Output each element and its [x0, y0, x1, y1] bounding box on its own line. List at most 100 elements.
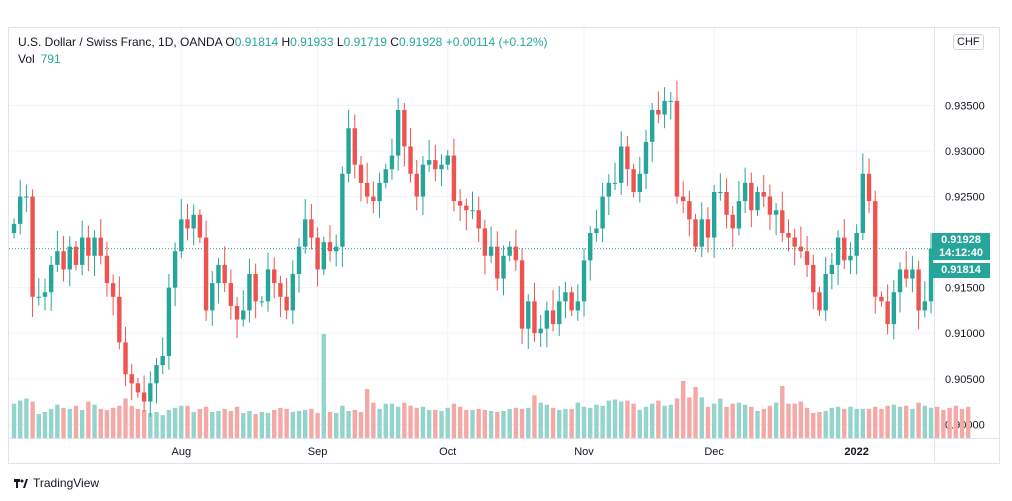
open-price-tag: 0.91814	[932, 263, 990, 278]
candle-body	[873, 201, 878, 297]
candle-body	[36, 296, 41, 298]
candle-body	[265, 269, 271, 302]
volume-bar	[216, 410, 221, 438]
candle-body	[736, 201, 742, 229]
candle-body	[891, 292, 897, 325]
volume-bar	[358, 412, 364, 438]
volume-bar	[340, 405, 345, 438]
candle-body	[253, 274, 258, 302]
candle-body	[526, 301, 531, 329]
volume-bar	[104, 409, 110, 438]
candle-body	[482, 228, 488, 256]
candle-body	[842, 237, 847, 261]
candle-body	[928, 248, 934, 302]
x-tick-label: Oct	[439, 446, 456, 458]
candle-body	[55, 251, 60, 265]
ohlc-legend: U.S. Dollar / Swiss Franc, 1D, OANDA O0.…	[18, 35, 548, 49]
volume-bar	[228, 410, 234, 438]
volume-bar	[135, 408, 141, 438]
candle-body	[885, 301, 890, 325]
volume-bar	[333, 413, 339, 438]
volume-bar	[643, 406, 649, 438]
close-value: 0.91928	[398, 35, 443, 49]
volume-bar	[693, 387, 698, 438]
volume-bar	[897, 406, 903, 438]
brand-name[interactable]: TradingView	[33, 476, 100, 490]
volume-bar	[680, 380, 686, 438]
high-value: 0.91933	[290, 35, 334, 49]
volume-bar	[563, 408, 568, 438]
candle-body	[606, 182, 612, 197]
volume-bar	[699, 397, 704, 438]
volume-label[interactable]: Vol	[18, 52, 35, 66]
candle-body	[303, 219, 308, 247]
volume-bar	[222, 408, 227, 438]
volume-bar	[408, 405, 413, 438]
volume-bar	[24, 398, 29, 438]
volume-bar	[631, 403, 636, 438]
volume-bar	[402, 402, 407, 438]
tradingview-logo-icon[interactable]	[14, 478, 28, 488]
candle-body	[619, 146, 624, 183]
volume-bar	[457, 406, 463, 438]
candle-body	[767, 196, 773, 215]
candle-body	[848, 255, 853, 261]
symbol-title[interactable]: U.S. Dollar / Swiss Franc, 1D, OANDA	[18, 35, 223, 49]
price-chart[interactable]: 0.900000.905000.910000.915000.920000.925…	[9, 28, 999, 463]
volume-bar	[73, 405, 79, 438]
volume-bar	[755, 410, 760, 438]
y-tick-label: 0.91500	[945, 283, 985, 295]
candle-body	[110, 283, 116, 297]
volume-bar	[123, 398, 128, 438]
x-tick-label: 2022	[844, 446, 868, 458]
candle-body	[600, 196, 605, 229]
volume-bar	[823, 410, 828, 438]
volume-bar	[835, 406, 841, 438]
candle-body	[501, 255, 506, 279]
candle-body	[364, 182, 370, 197]
volume-bar	[309, 408, 314, 438]
volume-bar	[767, 405, 773, 438]
volume-bar	[544, 404, 550, 438]
volume-bar	[879, 408, 884, 438]
volume-bar	[959, 408, 965, 438]
candle-body	[402, 110, 407, 147]
volume-bar	[98, 408, 103, 438]
volume-bar	[30, 401, 35, 438]
chart-frame[interactable]: 0.900000.905000.910000.915000.920000.925…	[8, 27, 1000, 464]
volume-bar	[965, 406, 971, 438]
candle-body	[408, 146, 413, 174]
volume-bar	[941, 409, 946, 438]
candle-body	[203, 237, 209, 311]
candle-body	[557, 301, 562, 325]
volume-bar	[637, 409, 642, 438]
volume-bar	[272, 409, 277, 438]
candle-body	[321, 242, 326, 270]
volume-bar	[179, 405, 184, 438]
candle-body	[532, 301, 537, 334]
volume-bar	[129, 405, 134, 438]
candle-body	[160, 356, 165, 366]
candle-body	[798, 246, 804, 252]
volume-bar	[588, 407, 593, 438]
volume-bar	[612, 399, 618, 438]
volume-bar	[321, 334, 326, 438]
volume-bar	[290, 412, 296, 438]
volume-bar	[761, 408, 766, 438]
candle-body	[711, 192, 717, 238]
candle-body	[129, 374, 134, 384]
candle-body	[705, 219, 711, 238]
candle-body	[17, 196, 23, 224]
y-tick-label: 0.93000	[945, 146, 985, 158]
volume-bar	[470, 409, 475, 438]
candle-body	[699, 219, 704, 247]
y-tick-label: 0.91000	[945, 328, 985, 340]
candle-body	[817, 292, 822, 311]
currency-button[interactable]: CHF	[953, 34, 984, 50]
candle-body	[637, 173, 642, 192]
volume-bar	[916, 402, 921, 438]
candle-body	[662, 100, 667, 115]
volume-bar	[241, 413, 246, 438]
footer: TradingView	[14, 476, 99, 490]
candle-body	[792, 237, 797, 247]
